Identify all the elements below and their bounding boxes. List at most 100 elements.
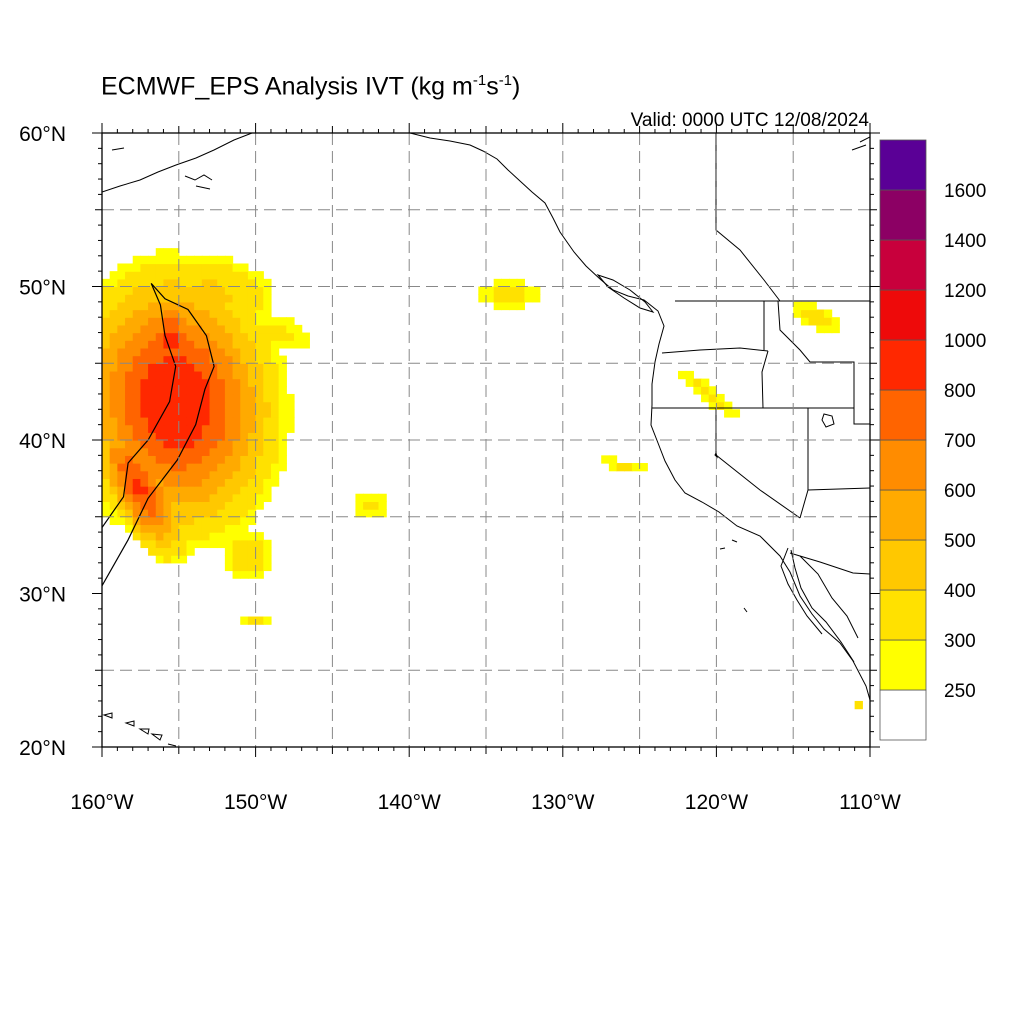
ivt-cell (178, 486, 188, 495)
ivt-cell (178, 516, 188, 526)
ivt-cell (178, 401, 188, 410)
ivt-cell (217, 370, 226, 380)
ivt-cell (209, 317, 218, 326)
ivt-cell (194, 386, 203, 395)
ivt-cell (171, 424, 180, 433)
ivt-cell (240, 332, 249, 341)
ivt-cell (186, 478, 195, 487)
ivt-cell (240, 532, 249, 541)
ivt-cell (155, 263, 165, 272)
ivt-cell (178, 509, 188, 518)
ivt-cell (209, 271, 218, 280)
ivt-cell (102, 486, 111, 495)
ivt-cell (186, 255, 195, 265)
ivt-cell (232, 455, 241, 464)
ivt-cell (140, 447, 149, 456)
ivt-cell (286, 324, 295, 334)
ivt-cell (255, 532, 264, 541)
ivt-cell (148, 317, 157, 326)
ivt-cell (163, 547, 172, 556)
ivt-cell (171, 463, 180, 472)
ivt-cell (102, 317, 111, 326)
ivt-cell (209, 478, 218, 487)
colorbar-label: 1200 (944, 281, 986, 302)
ivt-cell (109, 516, 118, 526)
ivt-cell (186, 347, 195, 357)
ivt-cell (240, 501, 249, 510)
ivt-cell (209, 263, 218, 272)
ivt-cell (678, 370, 687, 380)
ivt-cell (217, 539, 226, 549)
ivt-cell (194, 424, 203, 433)
colorbar-label: 400 (944, 581, 976, 602)
ivt-cell (117, 440, 126, 449)
ivt-cell (117, 493, 126, 503)
ivt-cell (155, 516, 165, 526)
ivt-cell (240, 278, 249, 288)
ivt-cell (125, 363, 134, 372)
ivt-cell (217, 340, 226, 349)
ivt-cell (263, 363, 272, 372)
ivt-cell (132, 470, 141, 479)
ivt-cell (109, 493, 118, 503)
ivt-cell (148, 493, 157, 503)
ivt-cell (186, 263, 195, 272)
ivt-cell (117, 516, 126, 526)
ivt-cell (831, 317, 840, 326)
ivt-cell (194, 324, 203, 334)
ivt-cell (178, 324, 188, 334)
ivt-cell (217, 393, 226, 403)
ivt-cell (263, 301, 272, 311)
coastline-channel-islands (719, 539, 748, 613)
ivt-cell (217, 409, 226, 418)
ivt-cell (270, 317, 280, 326)
ivt-cell (194, 524, 203, 533)
ivt-cell (163, 309, 172, 318)
y-tick-label: 60°N (19, 123, 66, 146)
ivt-cell (255, 463, 264, 472)
ivt-cell (140, 509, 149, 518)
ivt-cell (201, 532, 211, 541)
ivt-cell (201, 271, 211, 280)
ivt-cell (201, 440, 211, 449)
ivt-cell (232, 493, 241, 503)
ivt-cell (509, 301, 518, 311)
ivt-cell (125, 286, 134, 295)
ivt-cell (178, 332, 188, 341)
ivt-cell (102, 301, 111, 311)
ivt-cell (155, 324, 165, 334)
ivt-cell (270, 378, 280, 387)
ivt-cell (217, 516, 226, 526)
ivt-cell (724, 401, 733, 410)
ivt-cell (255, 447, 264, 456)
ivt-cell (240, 286, 249, 295)
ivt-cell (232, 547, 241, 556)
ivt-cell (278, 447, 287, 456)
ivt-cell (240, 455, 249, 464)
ivt-cell (125, 478, 134, 487)
ivt-cell (232, 524, 241, 533)
ivt-cell (501, 294, 510, 303)
colorbar-box (879, 539, 927, 591)
ivt-cell (232, 278, 241, 288)
ivt-cell (155, 539, 165, 549)
ivt-cell (255, 470, 264, 479)
ivt-cell (194, 286, 203, 295)
ivt-cell (163, 248, 172, 257)
ivt-cell (224, 332, 234, 341)
ivt-cell (247, 501, 257, 510)
ivt-cell (117, 355, 126, 364)
ivt-cell (125, 393, 134, 403)
ivt-cell (163, 271, 172, 280)
ivt-cell (171, 278, 180, 288)
ivt-cell (186, 278, 195, 288)
ivt-cell (255, 378, 264, 387)
ivt-cell (278, 355, 287, 364)
ivt-cell (186, 393, 195, 403)
ivt-cell (270, 424, 280, 433)
ivt-cell (224, 393, 234, 403)
ivt-cell (194, 340, 203, 349)
ivt-cell (163, 424, 172, 433)
ivt-cell (217, 486, 226, 495)
ivt-cell (232, 570, 241, 579)
